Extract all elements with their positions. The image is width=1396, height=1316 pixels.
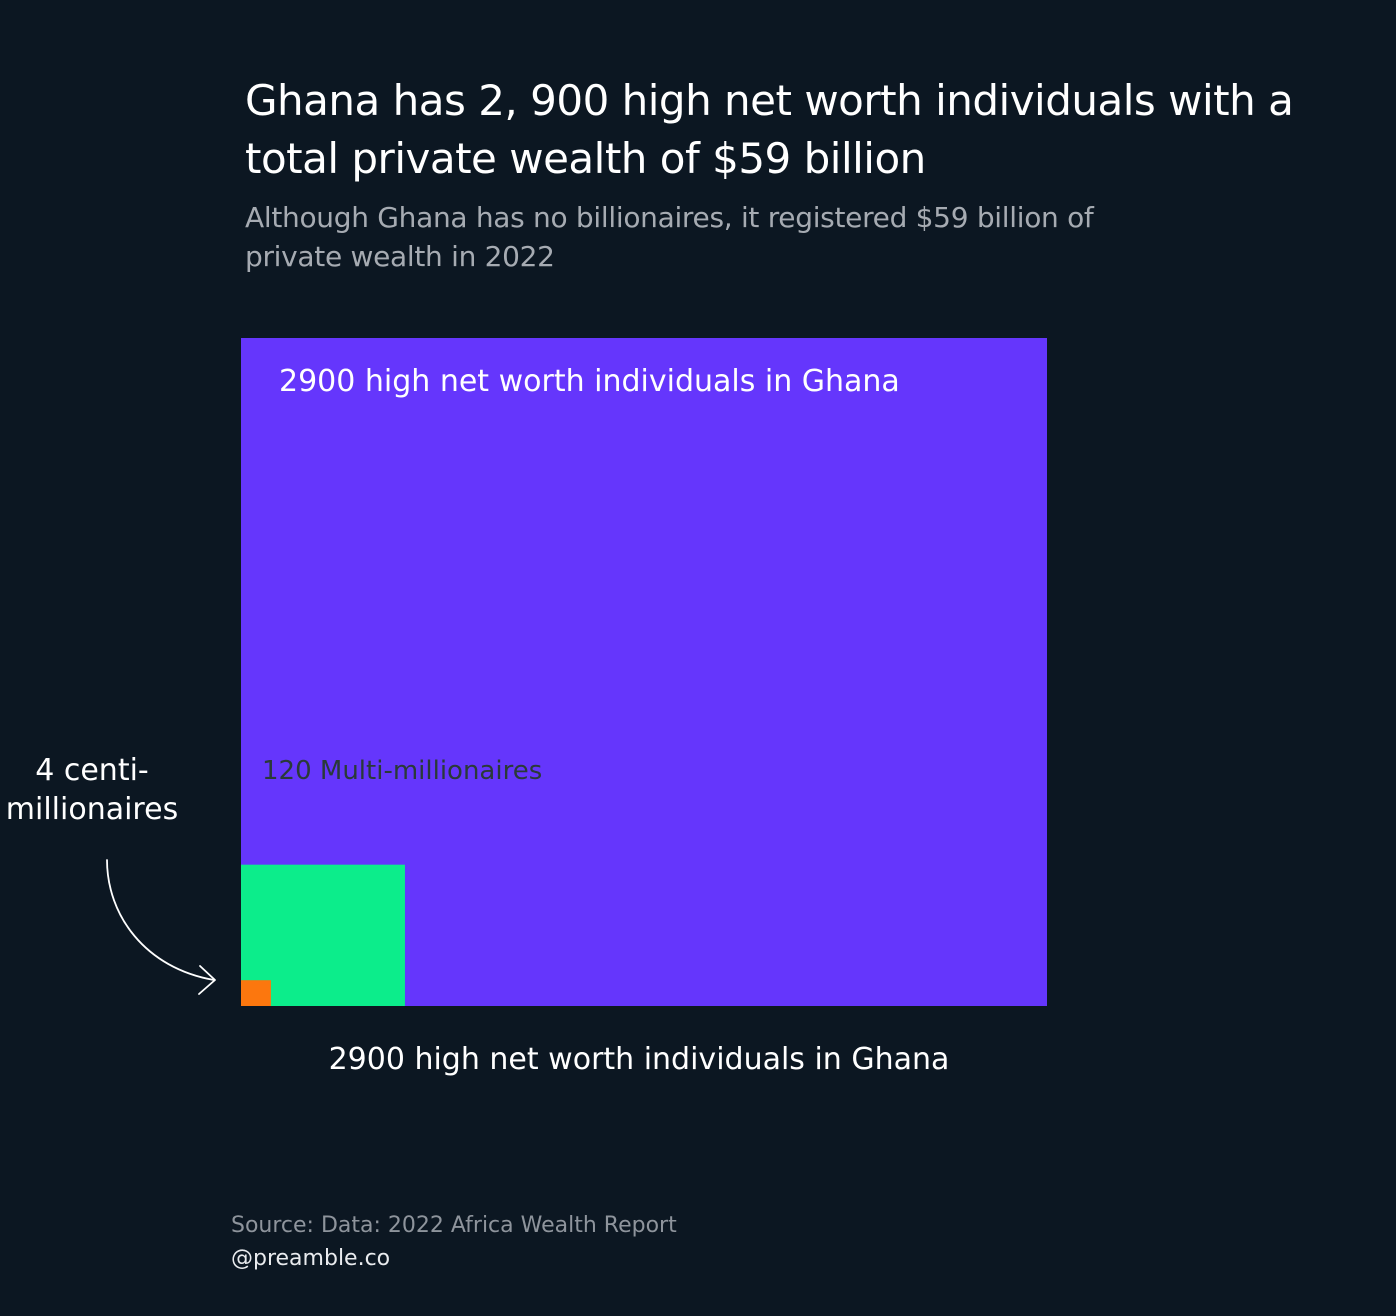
annotation-label-line-1: 4 centi- xyxy=(35,753,149,788)
centi-millionaires-area xyxy=(241,980,271,1006)
chart-subtitle: Although Ghana has no billionaires, it r… xyxy=(245,201,1094,273)
publisher-handle: @preamble.co xyxy=(231,1246,391,1271)
source-note: Source: Data: 2022 Africa Wealth Report xyxy=(231,1213,677,1238)
hnwi-area-label: 2900 high net worth individuals in Ghana xyxy=(279,364,900,399)
x-axis-label: 2900 high net worth individuals in Ghana xyxy=(329,1042,950,1077)
annotation-arrow-icon xyxy=(106,859,215,981)
annotation-arrowhead-icon xyxy=(198,965,216,995)
chart-title: Ghana has 2, 900 high net worth individu… xyxy=(245,76,1294,183)
multi-millionaires-label: 120 Multi-millionaires xyxy=(262,756,542,786)
annotation-label-line-2: millionaires xyxy=(6,792,178,827)
